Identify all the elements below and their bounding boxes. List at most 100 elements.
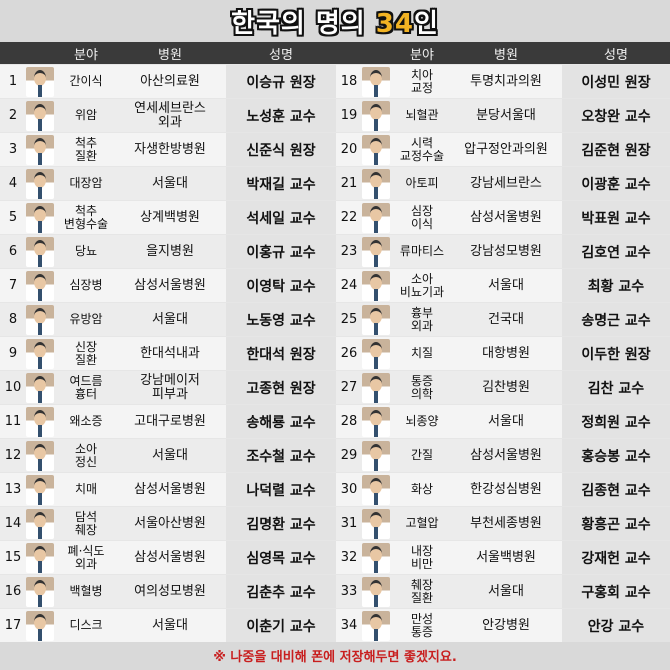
row-number: 8 xyxy=(8,312,18,327)
specialty-field: 고혈압 xyxy=(405,516,439,530)
row-number: 29 xyxy=(340,448,358,463)
title-bar: 한국의 명의 34인 xyxy=(0,0,670,42)
hospital-name: 고대구로병원 xyxy=(134,413,206,429)
table-row: 12 소아 정신 서울대 조수철 교수 xyxy=(0,438,336,472)
doctor-photo xyxy=(26,236,54,267)
doctor-photo xyxy=(26,338,54,369)
doctor-photo xyxy=(362,100,390,131)
hospital-name: 연세세브란스 외과 xyxy=(134,100,206,130)
doctor-name: 이성민 원장 xyxy=(562,65,670,98)
row-number: 22 xyxy=(340,210,358,225)
header-field: 분야 xyxy=(410,47,434,63)
specialty-field: 간질 xyxy=(410,448,434,462)
doctor-photo xyxy=(26,440,54,471)
specialty-field: 치매 xyxy=(74,482,98,496)
doctor-name: 신준식 원장 xyxy=(226,133,336,166)
hospital-name: 건국대 xyxy=(488,311,524,327)
specialty-field: 치질 xyxy=(410,346,434,360)
row-number: 28 xyxy=(340,414,358,429)
doctor-photo xyxy=(362,406,390,437)
specialty-field: 아토피 xyxy=(405,176,439,190)
table-row: 18 치아 교정 투명치과의원 이성민 원장 xyxy=(336,64,670,98)
hospital-name: 김찬병원 xyxy=(482,379,530,395)
hospital-name: 서울대 xyxy=(488,413,524,429)
specialty-field: 췌장 질환 xyxy=(410,577,434,605)
doctor-name: 정희원 교수 xyxy=(562,405,670,438)
table-header-right: 분야 병원 성명 xyxy=(336,42,670,64)
hospital-name: 서울대 xyxy=(488,583,524,599)
table-row: 11 왜소증 고대구로병원 송해룡 교수 xyxy=(0,404,336,438)
table-row: 24 소아 비뇨기과 서울대 최황 교수 xyxy=(336,268,670,302)
doctor-name: 이홍규 교수 xyxy=(226,235,336,268)
doctor-name: 홍승봉 교수 xyxy=(562,439,670,472)
doctor-photo xyxy=(26,168,54,199)
doctor-photo xyxy=(362,338,390,369)
table-row: 14 담석 췌장 서울아산병원 김명환 교수 xyxy=(0,506,336,540)
table-row: 31 고혈압 부천세종병원 황흥곤 교수 xyxy=(336,506,670,540)
hospital-name: 삼성서울병원 xyxy=(134,277,206,293)
doctor-photo xyxy=(362,236,390,267)
row-number: 1 xyxy=(8,74,18,89)
row-number: 13 xyxy=(4,482,22,497)
doctor-photo xyxy=(26,542,54,573)
hospital-name: 자생한방병원 xyxy=(134,141,206,157)
specialty-field: 당뇨 xyxy=(74,244,98,258)
row-number: 12 xyxy=(4,448,22,463)
doctor-name: 나덕렬 교수 xyxy=(226,473,336,506)
hospital-name: 을지병원 xyxy=(146,243,194,259)
doctor-photo xyxy=(362,440,390,471)
header-hospital: 병원 xyxy=(158,47,182,63)
specialty-field: 화상 xyxy=(410,482,434,496)
hospital-name: 아산의료원 xyxy=(140,73,200,89)
row-number: 3 xyxy=(8,142,18,157)
doctor-photo xyxy=(26,508,54,539)
table-row: 33 췌장 질환 서울대 구홍회 교수 xyxy=(336,574,670,608)
doctor-photo xyxy=(26,474,54,505)
hospital-name: 안강병원 xyxy=(482,617,530,633)
doctor-photo xyxy=(362,372,390,403)
hospital-name: 삼성서울병원 xyxy=(470,447,542,463)
doctor-photo xyxy=(362,168,390,199)
specialty-field: 심장 이식 xyxy=(410,203,434,231)
table-row: 4 대장암 서울대 박재길 교수 xyxy=(0,166,336,200)
table-row: 6 당뇨 을지병원 이홍규 교수 xyxy=(0,234,336,268)
doctor-name: 황흥곤 교수 xyxy=(562,507,670,540)
right-column: 18 치아 교정 투명치과의원 이성민 원장 19 뇌혈관 분당서울대 오창완 교수 20 시력 교정… xyxy=(336,64,670,642)
row-number: 34 xyxy=(340,618,358,633)
hospital-name: 분당서울대 xyxy=(476,107,536,123)
title-suffix: 인 xyxy=(413,8,439,39)
table-row: 16 백혈병 여의성모병원 김춘추 교수 xyxy=(0,574,336,608)
doctor-photo xyxy=(362,304,390,335)
hospital-name: 강남세브란스 xyxy=(470,175,542,191)
table-row: 1 간이식 아산의료원 이승규 원장 xyxy=(0,64,336,98)
doctor-name: 김호연 교수 xyxy=(562,235,670,268)
hospital-name: 투명치과의원 xyxy=(470,73,542,89)
doctor-name: 심영목 교수 xyxy=(226,541,336,574)
doctor-name: 구홍회 교수 xyxy=(562,575,670,608)
doctor-photo xyxy=(26,610,54,641)
hospital-name: 삼성서울병원 xyxy=(134,481,206,497)
doctor-name: 이춘기 교수 xyxy=(226,609,336,642)
table-row: 20 시력 교정수술 압구정안과의원 김준현 원장 xyxy=(336,132,670,166)
doctor-photo xyxy=(362,270,390,301)
doctor-name: 조수철 교수 xyxy=(226,439,336,472)
row-number: 26 xyxy=(340,346,358,361)
row-number: 20 xyxy=(340,142,358,157)
specialty-field: 대장암 xyxy=(69,176,103,190)
hospital-name: 서울아산병원 xyxy=(134,515,206,531)
row-number: 33 xyxy=(340,584,358,599)
doctor-name: 송해룡 교수 xyxy=(226,405,336,438)
doctor-name: 오창완 교수 xyxy=(562,99,670,132)
row-number: 11 xyxy=(4,414,22,429)
doctor-name: 이영탁 교수 xyxy=(226,269,336,302)
footer-note: ※ 나중을 대비해 폰에 저장해두면 좋겠지요. xyxy=(213,650,457,665)
hospital-name: 부천세종병원 xyxy=(470,515,542,531)
row-number: 7 xyxy=(8,278,18,293)
doctor-name: 고종현 원장 xyxy=(226,371,336,404)
row-number: 31 xyxy=(340,516,358,531)
doctor-photo xyxy=(26,270,54,301)
table-row: 34 만성 통증 안강병원 안강 교수 xyxy=(336,608,670,642)
specialty-field: 간이식 xyxy=(69,74,103,88)
specialty-field: 여드름 흉터 xyxy=(69,373,103,401)
specialty-field: 심장병 xyxy=(69,278,103,292)
